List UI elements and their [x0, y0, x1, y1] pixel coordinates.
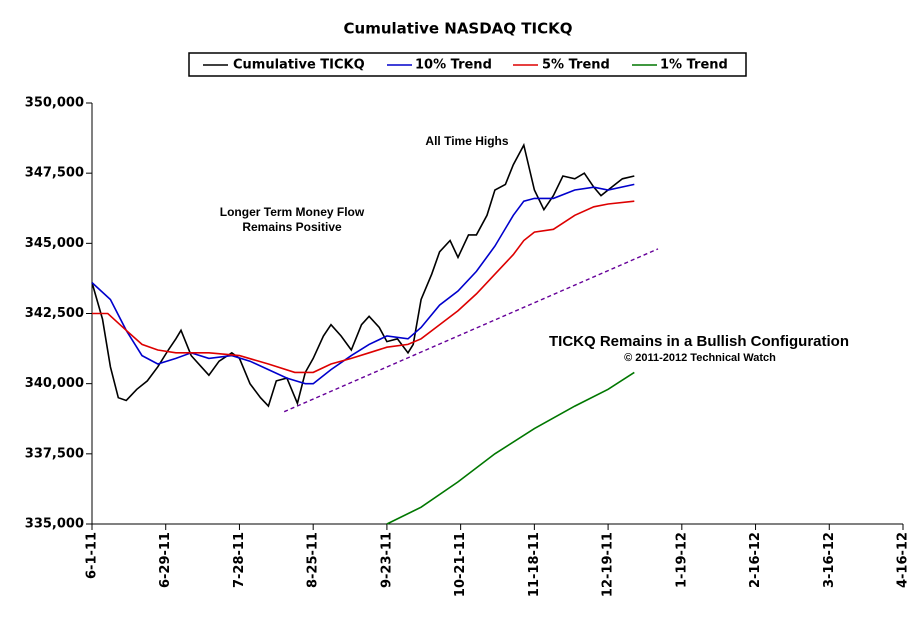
y-tick-label: 350,000	[25, 96, 84, 111]
y-tick-label: 340,000	[25, 376, 84, 391]
series-line	[386, 371, 635, 525]
series-line	[92, 200, 635, 374]
x-tick-label: 1-19-12	[674, 532, 689, 588]
annotation: Longer Term Money Flow	[220, 205, 365, 219]
x-tick-label: 4-16-12	[896, 532, 910, 588]
annotation: © 2011-2012 Technical Watch	[624, 352, 776, 364]
y-tick-label: 337,500	[25, 446, 84, 461]
x-tick-label: 2-16-12	[748, 532, 763, 588]
annotation: Remains Positive	[242, 220, 342, 234]
trendline	[283, 248, 659, 413]
x-tick-label: 6-29-11	[158, 532, 173, 588]
y-tick-label: 342,500	[25, 306, 84, 321]
legend-box	[188, 52, 747, 77]
chart-title: Cumulative NASDAQ TICKQ	[344, 20, 573, 38]
y-tick-label: 335,000	[25, 517, 84, 532]
legend-label: 10% Trend	[415, 58, 492, 73]
x-tick-label: 11-18-11	[527, 532, 542, 597]
annotation: All Time Highs	[425, 134, 508, 148]
legend-label: Cumulative TICKQ	[233, 58, 365, 73]
x-tick-label: 6-1-11	[85, 532, 100, 579]
series-line	[91, 142, 635, 408]
x-tick-label: 12-19-11	[601, 532, 616, 597]
x-tick-label: 10-21-11	[453, 532, 468, 597]
y-tick-label: 345,000	[25, 236, 84, 251]
x-tick-label: 9-23-11	[379, 532, 394, 588]
x-tick-label: 3-16-12	[822, 532, 837, 588]
y-tick-label: 347,500	[25, 166, 84, 181]
legend-label: 1% Trend	[660, 58, 728, 73]
legend-label: 5% Trend	[542, 58, 610, 73]
x-tick-label: 8-25-11	[306, 532, 321, 588]
annotation: TICKQ Remains in a Bullish Configuration	[549, 333, 849, 350]
series-line	[91, 183, 635, 385]
x-tick-label: 7-28-11	[232, 532, 247, 588]
